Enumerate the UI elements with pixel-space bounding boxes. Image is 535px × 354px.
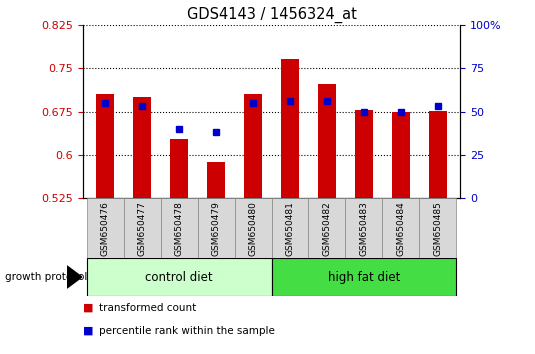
Text: GSM650480: GSM650480 bbox=[249, 201, 257, 256]
Bar bbox=[207, 162, 225, 198]
Text: GSM650477: GSM650477 bbox=[137, 201, 147, 256]
Text: ■: ■ bbox=[83, 303, 94, 313]
Text: transformed count: transformed count bbox=[99, 303, 196, 313]
Bar bbox=[383, 198, 419, 258]
Text: GSM650484: GSM650484 bbox=[396, 201, 406, 256]
Bar bbox=[309, 198, 346, 258]
Text: control diet: control diet bbox=[146, 270, 213, 284]
Text: percentile rank within the sample: percentile rank within the sample bbox=[99, 326, 275, 336]
Bar bbox=[87, 258, 271, 296]
Bar bbox=[271, 198, 309, 258]
Bar bbox=[318, 84, 336, 198]
Bar bbox=[133, 97, 151, 198]
Polygon shape bbox=[67, 266, 82, 288]
Bar bbox=[160, 198, 197, 258]
Text: GSM650483: GSM650483 bbox=[360, 201, 369, 256]
Bar bbox=[419, 198, 456, 258]
Bar bbox=[392, 112, 410, 198]
Bar bbox=[124, 198, 160, 258]
Text: GSM650478: GSM650478 bbox=[174, 201, 184, 256]
Text: GSM650479: GSM650479 bbox=[211, 201, 220, 256]
Text: GSM650485: GSM650485 bbox=[433, 201, 442, 256]
Text: high fat diet: high fat diet bbox=[328, 270, 400, 284]
Bar bbox=[429, 111, 447, 198]
Title: GDS4143 / 1456324_at: GDS4143 / 1456324_at bbox=[187, 7, 356, 23]
Bar bbox=[281, 59, 299, 198]
Bar bbox=[170, 139, 188, 198]
Text: growth protocol: growth protocol bbox=[5, 272, 88, 282]
Bar bbox=[271, 258, 456, 296]
Bar bbox=[96, 93, 114, 198]
Text: GSM650482: GSM650482 bbox=[323, 201, 332, 256]
Bar bbox=[197, 198, 234, 258]
Bar bbox=[355, 110, 373, 198]
Text: ■: ■ bbox=[83, 326, 94, 336]
Text: GSM650481: GSM650481 bbox=[286, 201, 294, 256]
Text: GSM650476: GSM650476 bbox=[101, 201, 110, 256]
Bar bbox=[244, 94, 262, 198]
Bar bbox=[87, 198, 124, 258]
Bar bbox=[234, 198, 271, 258]
Bar bbox=[346, 198, 383, 258]
